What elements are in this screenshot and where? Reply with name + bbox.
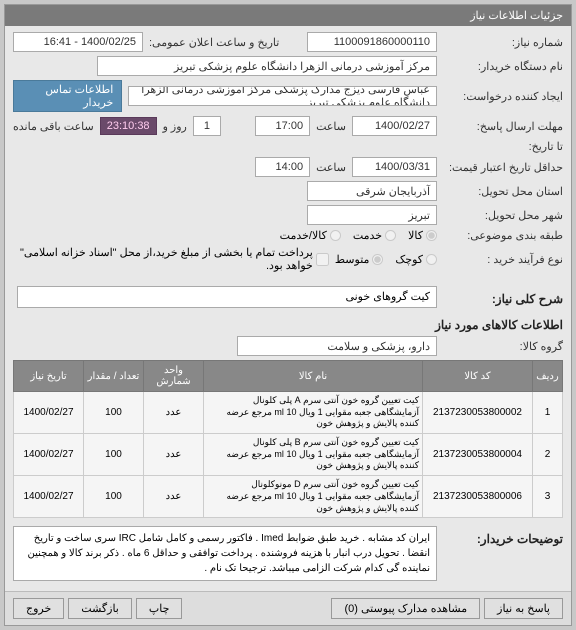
announce-value: 1400/02/25 - 16:41 [13, 32, 143, 52]
treasury-input [316, 253, 329, 266]
cell-date: 1400/02/27 [14, 476, 84, 518]
explain-text: ایران کد مشابه . خرید طبق ضوابط Imed . ف… [13, 526, 437, 581]
group-label: گروه کالا: [443, 340, 563, 353]
city-value: تبریز [307, 205, 437, 225]
creator-label: ایجاد کننده درخواست: [443, 90, 563, 103]
main-desc-value: کیت گروهای خونی [17, 286, 437, 308]
cell-code: 2137230053800002 [423, 392, 533, 434]
panel-title: جزئیات اطلاعات نیاز [470, 10, 563, 22]
exit-button[interactable]: خروج [13, 598, 64, 619]
proc-small-input [426, 254, 437, 265]
time-label-2: ساعت [316, 161, 346, 174]
days-count: 1 [193, 116, 221, 136]
print-button[interactable]: چاپ [136, 598, 183, 619]
reply-button[interactable]: پاسخ به نیاز [484, 598, 563, 619]
th-name: نام کالا [204, 361, 423, 392]
buyer-label: نام دستگاه خریدار: [443, 60, 563, 73]
proc-small-radio[interactable]: کوچک [395, 253, 437, 266]
cell-qty: 100 [84, 392, 144, 434]
deadline-time: 17:00 [255, 116, 310, 136]
cell-unit: عدد [144, 476, 204, 518]
th-qty: تعداد / مقدار [84, 361, 144, 392]
cell-idx: 3 [533, 476, 563, 518]
footer-bar: پاسخ به نیاز مشاهده مدارک پیوستی (0) چاپ… [5, 591, 571, 625]
table-row: 12137230053800002کیت تعیین گروه خون آنتی… [14, 392, 563, 434]
main-desc-label: شرح کلی نیاز: [443, 292, 563, 306]
panel-header: جزئیات اطلاعات نیاز [5, 5, 571, 26]
category-label: طبقه بندی موضوعی: [443, 229, 563, 242]
content-area: شماره نیاز: 1100091860000110 تاریخ و ساع… [5, 26, 571, 591]
treasury-checkbox[interactable]: پرداخت تمام یا بخشی از مبلغ خرید،از محل … [13, 246, 329, 272]
items-section-title: اطلاعات کالاهای مورد نیاز [13, 318, 563, 332]
proc-med-radio[interactable]: متوسط [335, 253, 384, 266]
cell-name: کیت تعیین گروه خون آنتی سرم B پلی کلونال… [204, 434, 423, 476]
cell-qty: 100 [84, 434, 144, 476]
proc-med-input [372, 254, 383, 265]
deadline-label: مهلت ارسال پاسخ: [443, 120, 563, 133]
cell-code: 2137230053800004 [423, 434, 533, 476]
process-radio-group: کوچک متوسط [335, 253, 437, 266]
cat-service-radio[interactable]: خدمت [353, 229, 396, 242]
footer-right-group: چاپ بازگشت خروج [13, 598, 182, 619]
contact-buyer-button[interactable]: اطلاعات تماس خریدار [13, 80, 122, 112]
th-idx: ردیف [533, 361, 563, 392]
cat-goods-input [426, 230, 437, 241]
min-valid-time: 14:00 [255, 157, 310, 177]
cell-name: کیت تعیین گروه خون آنتی سرم D مونوکلونال… [204, 476, 423, 518]
explain-label: توضیحات خریدار: [443, 532, 563, 546]
items-table: ردیف کد کالا نام کالا واحد شمارش تعداد /… [13, 360, 563, 518]
main-panel: جزئیات اطلاعات نیاز شماره نیاز: 11000918… [4, 4, 572, 626]
footer-left-group: پاسخ به نیاز مشاهده مدارک پیوستی (0) [331, 598, 563, 619]
cat-goods-service-radio[interactable]: کالا/خدمت [280, 229, 341, 242]
process-label: نوع فرآیند خرید : [443, 253, 563, 266]
time-label-1: ساعت [316, 120, 346, 133]
min-valid-date: 1400/03/31 [352, 157, 437, 177]
city-label: شهر محل تحویل: [443, 209, 563, 222]
cell-code: 2137230053800006 [423, 476, 533, 518]
cat-service-input [385, 230, 396, 241]
back-button[interactable]: بازگشت [68, 598, 132, 619]
remaining-label: ساعت باقی مانده [13, 120, 94, 133]
attach-button[interactable]: مشاهده مدارک پیوستی (0) [331, 598, 480, 619]
th-unit: واحد شمارش [144, 361, 204, 392]
province-value: آذربایجان شرقی [307, 181, 437, 201]
cell-idx: 2 [533, 434, 563, 476]
group-value: دارو، پزشکی و سلامت [237, 336, 437, 356]
announce-label: تاریخ و ساعت اعلان عمومی: [149, 36, 279, 49]
need-no-label: شماره نیاز: [443, 36, 563, 49]
need-no-value: 1100091860000110 [307, 32, 437, 52]
cell-qty: 100 [84, 476, 144, 518]
cell-date: 1400/02/27 [14, 392, 84, 434]
creator-value: عباس فارسی دیزج مدارک پزشکی مرکز آموزشی … [128, 86, 437, 106]
province-label: استان محل تحویل: [443, 185, 563, 198]
cell-unit: عدد [144, 392, 204, 434]
days-and-label: روز و [163, 120, 187, 133]
cell-name: کیت تعیین گروه خون آنتی سرم A پلی کلونال… [204, 392, 423, 434]
table-header-row: ردیف کد کالا نام کالا واحد شمارش تعداد /… [14, 361, 563, 392]
cat-gs-input [330, 230, 341, 241]
buyer-value: مرکز آموزشی درمانی الزهرا دانشگاه علوم پ… [97, 56, 437, 76]
category-radio-group: کالا خدمت کالا/خدمت [280, 229, 437, 242]
th-date: تاریخ نیاز [14, 361, 84, 392]
cell-idx: 1 [533, 392, 563, 434]
th-code: کد کالا [423, 361, 533, 392]
countdown-timer: 23:10:38 [100, 117, 157, 135]
table-row: 22137230053800004کیت تعیین گروه خون آنتی… [14, 434, 563, 476]
cell-unit: عدد [144, 434, 204, 476]
table-row: 32137230053800006کیت تعیین گروه خون آنتی… [14, 476, 563, 518]
cell-date: 1400/02/27 [14, 434, 84, 476]
min-valid-label: حداقل تاریخ اعتبار قیمت: [443, 161, 563, 174]
deadline-date: 1400/02/27 [352, 116, 437, 136]
cat-goods-radio[interactable]: کالا [408, 229, 437, 242]
until-label: تا تاریخ: [443, 140, 563, 153]
